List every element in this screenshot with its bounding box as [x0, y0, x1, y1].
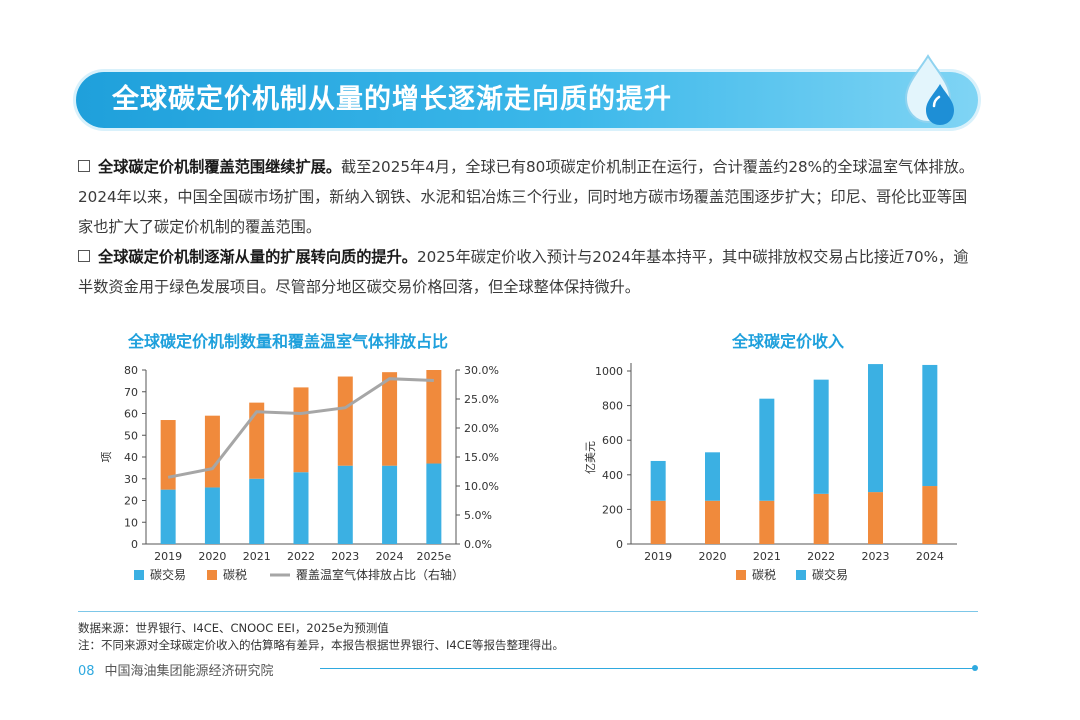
y2-tick-label: 30.0% — [464, 364, 499, 377]
footer-line — [320, 668, 974, 669]
bar-carbon-trading — [382, 465, 398, 544]
bar-carbon-trading — [160, 489, 176, 544]
right-chart: 0 200 400 600 800 1000 亿美元 2019 2020 2021 2022 2023… — [584, 363, 957, 582]
x-tick-label: 2019 — [154, 550, 182, 563]
legend-label: 覆盖温室气体排放占比（右轴） — [296, 567, 464, 582]
left-chart: 0 10 20 30 40 50 60 70 80 0.0% 5.0% 10.0% 15.0% 20.0%… — [100, 364, 499, 582]
x-tick-label: 2024 — [916, 550, 944, 563]
y-tick-label: 10 — [124, 516, 138, 529]
y-tick-label: 800 — [602, 400, 623, 413]
y2-tick-label: 10.0% — [464, 480, 499, 493]
x-tick-label: 2022 — [287, 550, 315, 563]
bar-carbon-tax — [922, 486, 938, 544]
water-drop-icon — [904, 54, 954, 125]
y-tick-label: 0 — [131, 538, 138, 551]
footer-dot — [972, 665, 978, 671]
page-number: 08 — [78, 664, 95, 679]
data-source: 数据来源：世界银行、I4CE、CNOOC EEI，2025e为预测值 — [78, 621, 389, 635]
bar-carbon-tax — [293, 387, 309, 473]
bar-carbon-trading — [813, 379, 829, 494]
right-chart-title: 全球碳定价收入 — [732, 332, 845, 351]
bar-carbon-trading — [868, 364, 883, 493]
y-tick-label: 1000 — [595, 365, 623, 378]
y2-tick-label: 5.0% — [464, 509, 492, 522]
bar-carbon-trading — [759, 398, 775, 501]
legend-swatch-trading — [796, 570, 806, 580]
left-chart-title: 全球碳定价机制数量和覆盖温室气体排放占比 — [128, 332, 449, 351]
divider — [78, 611, 978, 612]
x-tick-label: 2024 — [376, 550, 404, 563]
x-tick-label: 2021 — [243, 550, 271, 563]
bar-carbon-trading — [705, 452, 720, 501]
bar-carbon-tax — [705, 500, 720, 544]
bar-carbon-tax — [759, 500, 775, 544]
legend-swatch-tax — [207, 570, 217, 580]
bar-carbon-tax — [160, 420, 176, 490]
bar-carbon-trading — [922, 364, 938, 487]
bar-carbon-tax — [382, 372, 398, 466]
legend-label: 碳税 — [223, 568, 247, 582]
bar-carbon-tax — [204, 415, 220, 488]
y-tick-label: 80 — [124, 364, 138, 377]
legend-swatch-tax — [736, 570, 746, 580]
bullet-paragraph: 全球碳定价机制逐渐从量的扩展转向质的提升。2025年碳定价收入预计与2024年基… — [78, 242, 978, 302]
y-axis-label: 亿美元 — [584, 441, 597, 474]
y-tick-label: 30 — [124, 473, 138, 486]
bar-carbon-trading — [337, 465, 353, 544]
bullet-text: 截至2025年4月，全球已有80项碳定价机制正在运行，合计覆盖约28%的全球温室… — [78, 158, 974, 236]
page-title: 全球碳定价机制从量的增长逐渐走向质的提升 — [112, 84, 672, 115]
checkbox-icon — [78, 250, 90, 262]
y-tick-label: 20 — [124, 495, 138, 508]
x-tick-label: 2020 — [699, 550, 727, 563]
legend-label: 碳交易 — [150, 567, 186, 582]
bar-carbon-trading — [204, 487, 220, 544]
header-banner: 全球碳定价机制从量的增长逐渐走向质的提升 — [76, 72, 978, 128]
bar-carbon-tax — [337, 376, 353, 466]
footer-org: 中国海油集团能源经济研究院 — [104, 664, 274, 679]
bullet-lead: 全球碳定价机制覆盖范围继续扩展。 — [98, 158, 341, 176]
bar-carbon-trading — [249, 478, 265, 544]
bar-carbon-tax — [426, 370, 442, 464]
bar-carbon-tax — [813, 493, 829, 544]
y-tick-label: 60 — [124, 408, 138, 421]
y2-tick-label: 20.0% — [464, 422, 499, 435]
y2-tick-label: 0.0% — [464, 538, 492, 551]
coverage-share-line — [167, 377, 434, 479]
x-tick-label: 2022 — [807, 550, 835, 563]
bar-carbon-tax — [650, 500, 666, 544]
x-tick-label: 2023 — [331, 550, 359, 563]
legend-label: 碳交易 — [812, 567, 848, 582]
x-tick-label: 2019 — [644, 550, 672, 563]
bullet-lead: 全球碳定价机制逐渐从量的扩展转向质的提升。 — [98, 248, 417, 266]
footer: 08 中国海油集团能源经济研究院 — [78, 660, 274, 679]
y-tick-label: 50 — [124, 429, 138, 442]
bar-carbon-trading — [293, 472, 309, 544]
legend-label: 碳税 — [752, 568, 776, 582]
y-tick-label: 200 — [602, 503, 623, 516]
bar-carbon-tax — [249, 402, 265, 479]
x-tick-label: 2020 — [198, 550, 226, 563]
y2-tick-label: 25.0% — [464, 393, 499, 406]
bar-carbon-trading — [650, 460, 666, 501]
y-tick-label: 400 — [602, 469, 623, 482]
y-axis-label: 项 — [100, 452, 113, 463]
chart-note: 注：不同来源对全球碳定价收入的估算略有差异，本报告根据世界银行、I4CE等报告整… — [78, 638, 564, 652]
y2-tick-label: 15.0% — [464, 451, 499, 464]
bar-carbon-tax — [868, 492, 883, 544]
y-tick-label: 40 — [124, 451, 138, 464]
y-tick-label: 70 — [124, 386, 138, 399]
x-tick-label: 2023 — [862, 550, 890, 563]
bullet-paragraph: 全球碳定价机制覆盖范围继续扩展。截至2025年4月，全球已有80项碳定价机制正在… — [78, 152, 978, 242]
y-tick-label: 600 — [602, 434, 623, 447]
bar-carbon-trading — [426, 463, 442, 544]
bullet-text: 2025年碳定价收入预计与2024年基本持平，其中碳排放权交易占比接近70%，逾… — [78, 248, 969, 296]
y-tick-label: 0 — [616, 538, 623, 551]
checkbox-icon — [78, 160, 90, 172]
x-tick-label: 2025e — [416, 550, 451, 563]
legend-swatch-trading — [134, 570, 144, 580]
x-tick-label: 2021 — [753, 550, 781, 563]
